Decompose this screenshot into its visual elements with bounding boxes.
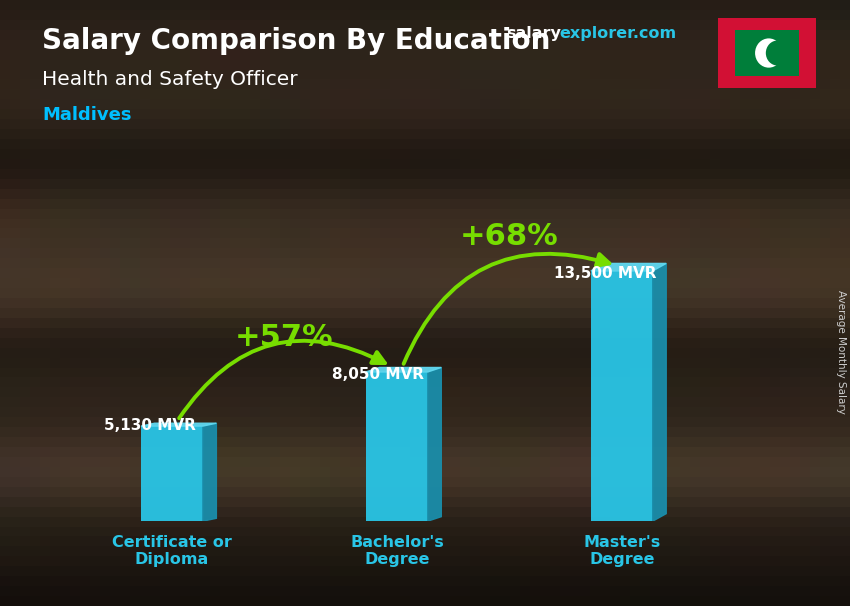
Polygon shape xyxy=(203,423,217,521)
Polygon shape xyxy=(653,264,666,521)
Text: Salary Comparison By Education: Salary Comparison By Education xyxy=(42,27,551,55)
Bar xyxy=(141,426,203,521)
Bar xyxy=(735,30,799,76)
Polygon shape xyxy=(591,264,666,271)
Polygon shape xyxy=(366,367,441,372)
Text: explorer.com: explorer.com xyxy=(559,26,677,41)
FancyArrowPatch shape xyxy=(179,341,385,418)
Circle shape xyxy=(755,38,783,68)
Circle shape xyxy=(766,41,790,65)
Text: Health and Safety Officer: Health and Safety Officer xyxy=(42,70,298,88)
FancyArrowPatch shape xyxy=(404,254,609,364)
Text: 8,050 MVR: 8,050 MVR xyxy=(332,367,423,382)
Text: salary: salary xyxy=(506,26,561,41)
Text: +57%: +57% xyxy=(235,323,334,352)
Text: Average Monthly Salary: Average Monthly Salary xyxy=(836,290,846,413)
Text: +68%: +68% xyxy=(460,222,558,251)
Polygon shape xyxy=(141,423,217,426)
Polygon shape xyxy=(428,367,441,521)
Text: 5,130 MVR: 5,130 MVR xyxy=(105,418,196,433)
Bar xyxy=(591,271,653,521)
Bar xyxy=(366,372,428,521)
Text: Maldives: Maldives xyxy=(42,106,132,124)
Text: 13,500 MVR: 13,500 MVR xyxy=(554,266,657,281)
